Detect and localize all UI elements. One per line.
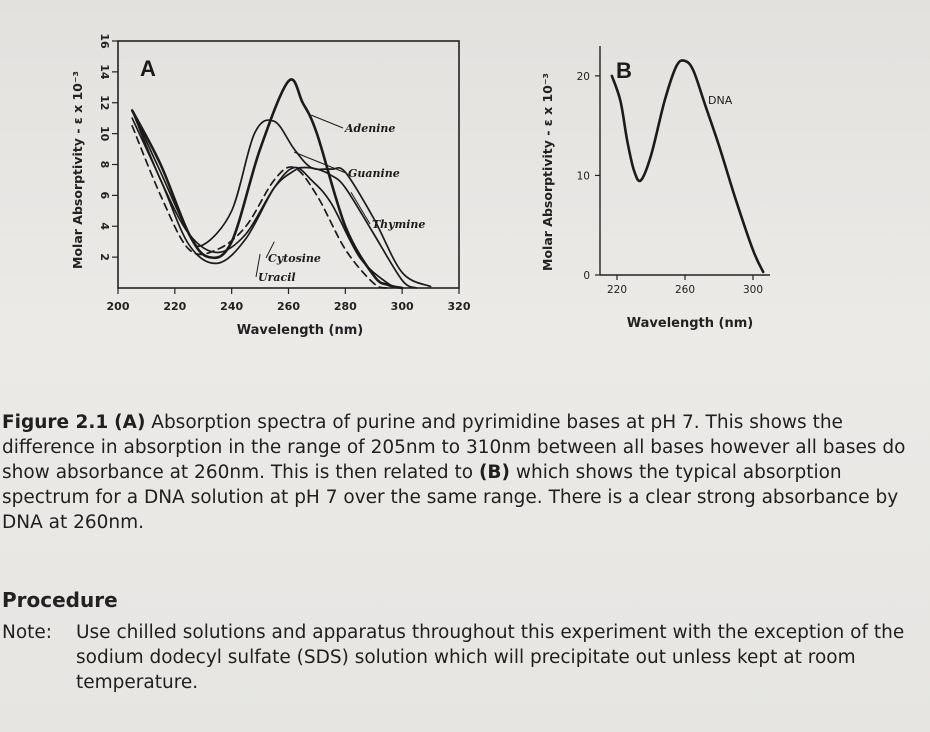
- procedure-heading: Procedure: [2, 588, 118, 612]
- series-label-leader: [255, 253, 261, 278]
- note-text: Use chilled solutions and apparatus thro…: [76, 622, 905, 693]
- caption-panel-a-ref: (A): [114, 412, 146, 433]
- series-label-thymine: Thymine: [372, 218, 425, 231]
- series-label-cytosine: Cytosine: [268, 252, 321, 265]
- series-label-adenine: Adenine: [344, 122, 395, 135]
- series-label-guanine: Guanine: [348, 167, 400, 180]
- panel-b-axes: 220 260 300 0 10 20: [577, 46, 770, 296]
- panel-b-series: [610, 59, 765, 274]
- panel-a-x-axis-label: Wavelength (nm): [237, 323, 363, 338]
- y-tick-label: 16: [98, 33, 111, 49]
- note-label: Note:: [2, 622, 53, 643]
- y-tick-label: 14: [98, 64, 111, 80]
- series-label-leader: [350, 192, 371, 225]
- series-line-dna: [610, 59, 765, 274]
- y-tick-label: 0: [583, 270, 590, 282]
- x-tick-label: 200: [107, 300, 130, 313]
- x-tick-label: 320: [448, 300, 471, 313]
- panel-a-chart: A 200 220 240 260 280 300 320 2 4 6 8 10 12 14 16 Aden…: [70, 33, 471, 338]
- y-tick-label: 6: [98, 192, 111, 200]
- caption-text-part-1: Absorption spectra of purine and pyrimid…: [2, 412, 906, 483]
- panel-a-axes: 200 220 240 260 280 300 320 2 4 6 8 10 12 14 16: [98, 33, 471, 313]
- panel-b-chart: B 220 260 300 0 10 20 DNA Wavelength (nm) Mol…: [540, 46, 770, 331]
- series-label-leader: [311, 114, 344, 129]
- procedure-note: Note: Use chilled solutions and apparatu…: [2, 620, 907, 695]
- y-tick-label: 12: [98, 95, 111, 110]
- y-tick-label: 10: [577, 170, 590, 182]
- x-tick-label: 280: [334, 300, 357, 313]
- y-tick-label: 2: [98, 253, 111, 261]
- x-tick-label: 260: [277, 300, 300, 313]
- x-tick-label: 300: [391, 300, 414, 313]
- x-tick-label: 260: [675, 284, 695, 296]
- panel-a-y-axis-label: Molar Absorptivity - ε x 10⁻³: [70, 71, 85, 269]
- y-tick-label: 20: [577, 71, 590, 83]
- caption-figure-label: Figure 2.1: [2, 412, 109, 433]
- y-tick-label: 10: [98, 126, 111, 142]
- panel-a-frame: [117, 40, 460, 289]
- caption-panel-b-ref: (B): [478, 462, 510, 483]
- series-label-leader: [293, 151, 347, 174]
- panel-b-series-labels: DNA: [708, 94, 733, 107]
- panel-b-label: B: [616, 58, 632, 83]
- y-tick-label: 4: [98, 222, 111, 230]
- series-label-dna: DNA: [708, 94, 733, 107]
- panel-a-series-labels: Adenine Guanine Thymine Cytosine Uracil: [255, 114, 425, 284]
- panel-b-x-axis-label: Wavelength (nm): [627, 316, 753, 331]
- series-line-cytosine: [131, 117, 404, 289]
- panel-a-label: A: [140, 56, 156, 81]
- x-tick-label: 220: [163, 300, 186, 313]
- series-label-leader: [265, 241, 275, 259]
- figure-caption: Figure 2.1 (A) Absorption spectra of pur…: [2, 410, 907, 535]
- panel-b-y-axis-label: Molar Absorptivity - ε x 10⁻³: [540, 73, 555, 271]
- series-line-uracil: [131, 125, 389, 289]
- x-tick-label: 220: [607, 284, 627, 296]
- x-tick-label: 300: [743, 284, 763, 296]
- series-label-uracil: Uracil: [258, 271, 296, 284]
- y-tick-label: 8: [98, 161, 111, 169]
- x-tick-label: 240: [220, 300, 243, 313]
- panel-a-series: [130, 78, 432, 290]
- caption-text-part-2: which shows the typical absorption spect…: [2, 462, 899, 533]
